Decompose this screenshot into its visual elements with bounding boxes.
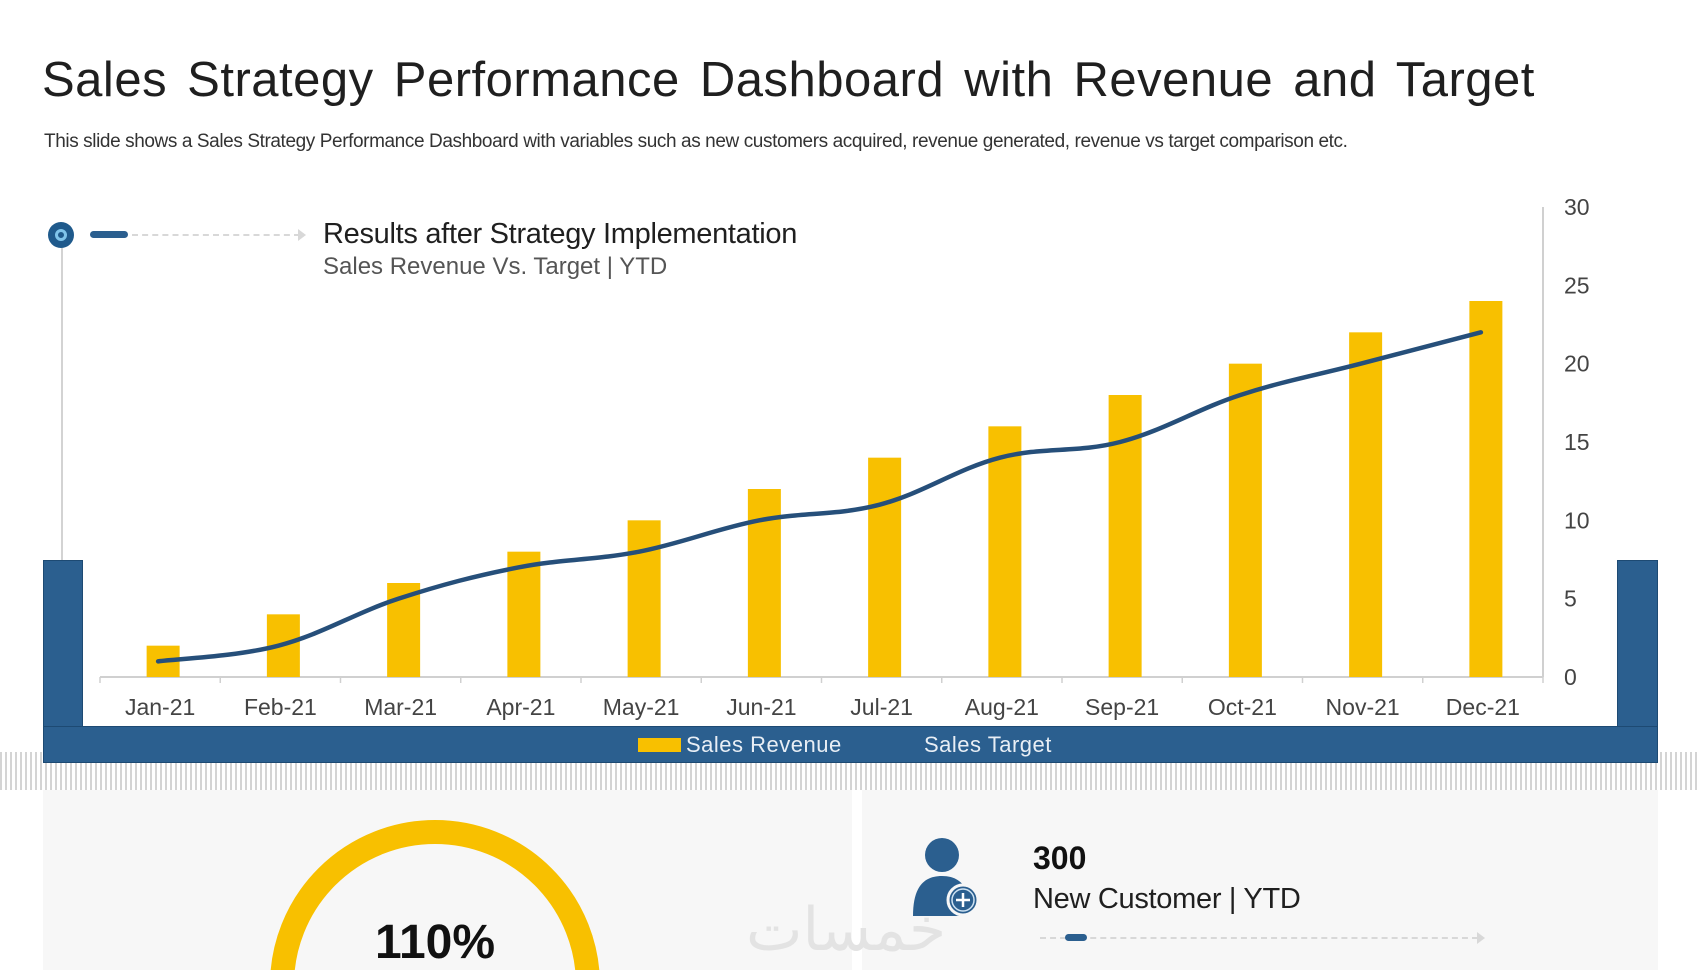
kpi-dashed-connector xyxy=(1040,937,1478,939)
x-tick-label: Mar-21 xyxy=(364,694,437,720)
watermark: خمسات xyxy=(746,895,947,965)
x-tick-label: Sep-21 xyxy=(1085,694,1159,720)
legend-label-revenue: Sales Revenue xyxy=(686,732,842,757)
y-tick-label: 5 xyxy=(1564,586,1577,612)
revenue-bar xyxy=(1349,332,1383,677)
kpi-value: 300 xyxy=(1033,840,1087,876)
add-user-icon xyxy=(913,838,977,917)
y-tick-label: 30 xyxy=(1564,194,1590,220)
x-tick-label: Oct-21 xyxy=(1208,694,1277,720)
target-line xyxy=(155,330,1484,664)
revenue-bar xyxy=(1469,301,1503,677)
gauge-panel xyxy=(43,790,852,970)
x-tick-label: Dec-21 xyxy=(1446,694,1520,720)
timeline-line xyxy=(61,240,63,560)
target-dot-icon xyxy=(48,222,74,248)
x-tick-label: Feb-21 xyxy=(244,694,317,720)
chart-title: Results after Strategy Implementation xyxy=(323,218,798,250)
x-tick-label: May-21 xyxy=(603,694,680,720)
timeline-pill xyxy=(90,231,128,238)
frame-base xyxy=(43,726,1658,763)
y-tick-label: 10 xyxy=(1564,507,1590,533)
chart-legend: Sales Revenue Sales Target xyxy=(0,730,1700,760)
x-tick-label: Nov-21 xyxy=(1326,694,1400,720)
x-tick-label: Apr-21 xyxy=(486,694,555,720)
page-subtitle: This slide shows a Sales Strategy Perfor… xyxy=(44,131,1348,152)
revenue-bar xyxy=(507,551,541,677)
dashed-connector xyxy=(132,234,300,236)
x-tick-label: Jun-21 xyxy=(726,694,796,720)
revenue-bar xyxy=(988,426,1022,677)
y-tick-label: 25 xyxy=(1564,272,1590,298)
revenue-target-chart: Jan-21 Feb-21 Mar-21 Apr-21 May-21 Jun-21 Jul-… xyxy=(99,194,1590,720)
chart-subtitle: Sales Revenue Vs. Target | YTD xyxy=(323,253,668,280)
legend-label-target: Sales Target xyxy=(924,732,1052,757)
gauge-ring xyxy=(270,820,600,970)
y-tick-label: 15 xyxy=(1564,429,1590,455)
arrow-right-icon xyxy=(298,229,306,241)
x-tick-label: Jul-21 xyxy=(850,694,913,720)
y-tick-label: 0 xyxy=(1564,664,1577,690)
revenue-bar xyxy=(868,457,902,677)
gauge-value: 110% xyxy=(374,916,496,969)
y-tick-label: 20 xyxy=(1564,351,1590,377)
revenue-bar xyxy=(1228,363,1262,677)
page-title: Sales Strategy Performance Dashboard wit… xyxy=(42,53,1535,107)
kpi-panel xyxy=(862,790,1658,970)
kpi-label: New Customer | YTD xyxy=(1033,883,1301,915)
x-tick-label: Aug-21 xyxy=(965,694,1039,720)
x-tick-label: Jan-21 xyxy=(125,694,195,720)
kpi-pill xyxy=(1065,934,1087,941)
legend-swatch-revenue xyxy=(638,738,681,752)
kpi-arrow-right-icon xyxy=(1477,932,1485,944)
